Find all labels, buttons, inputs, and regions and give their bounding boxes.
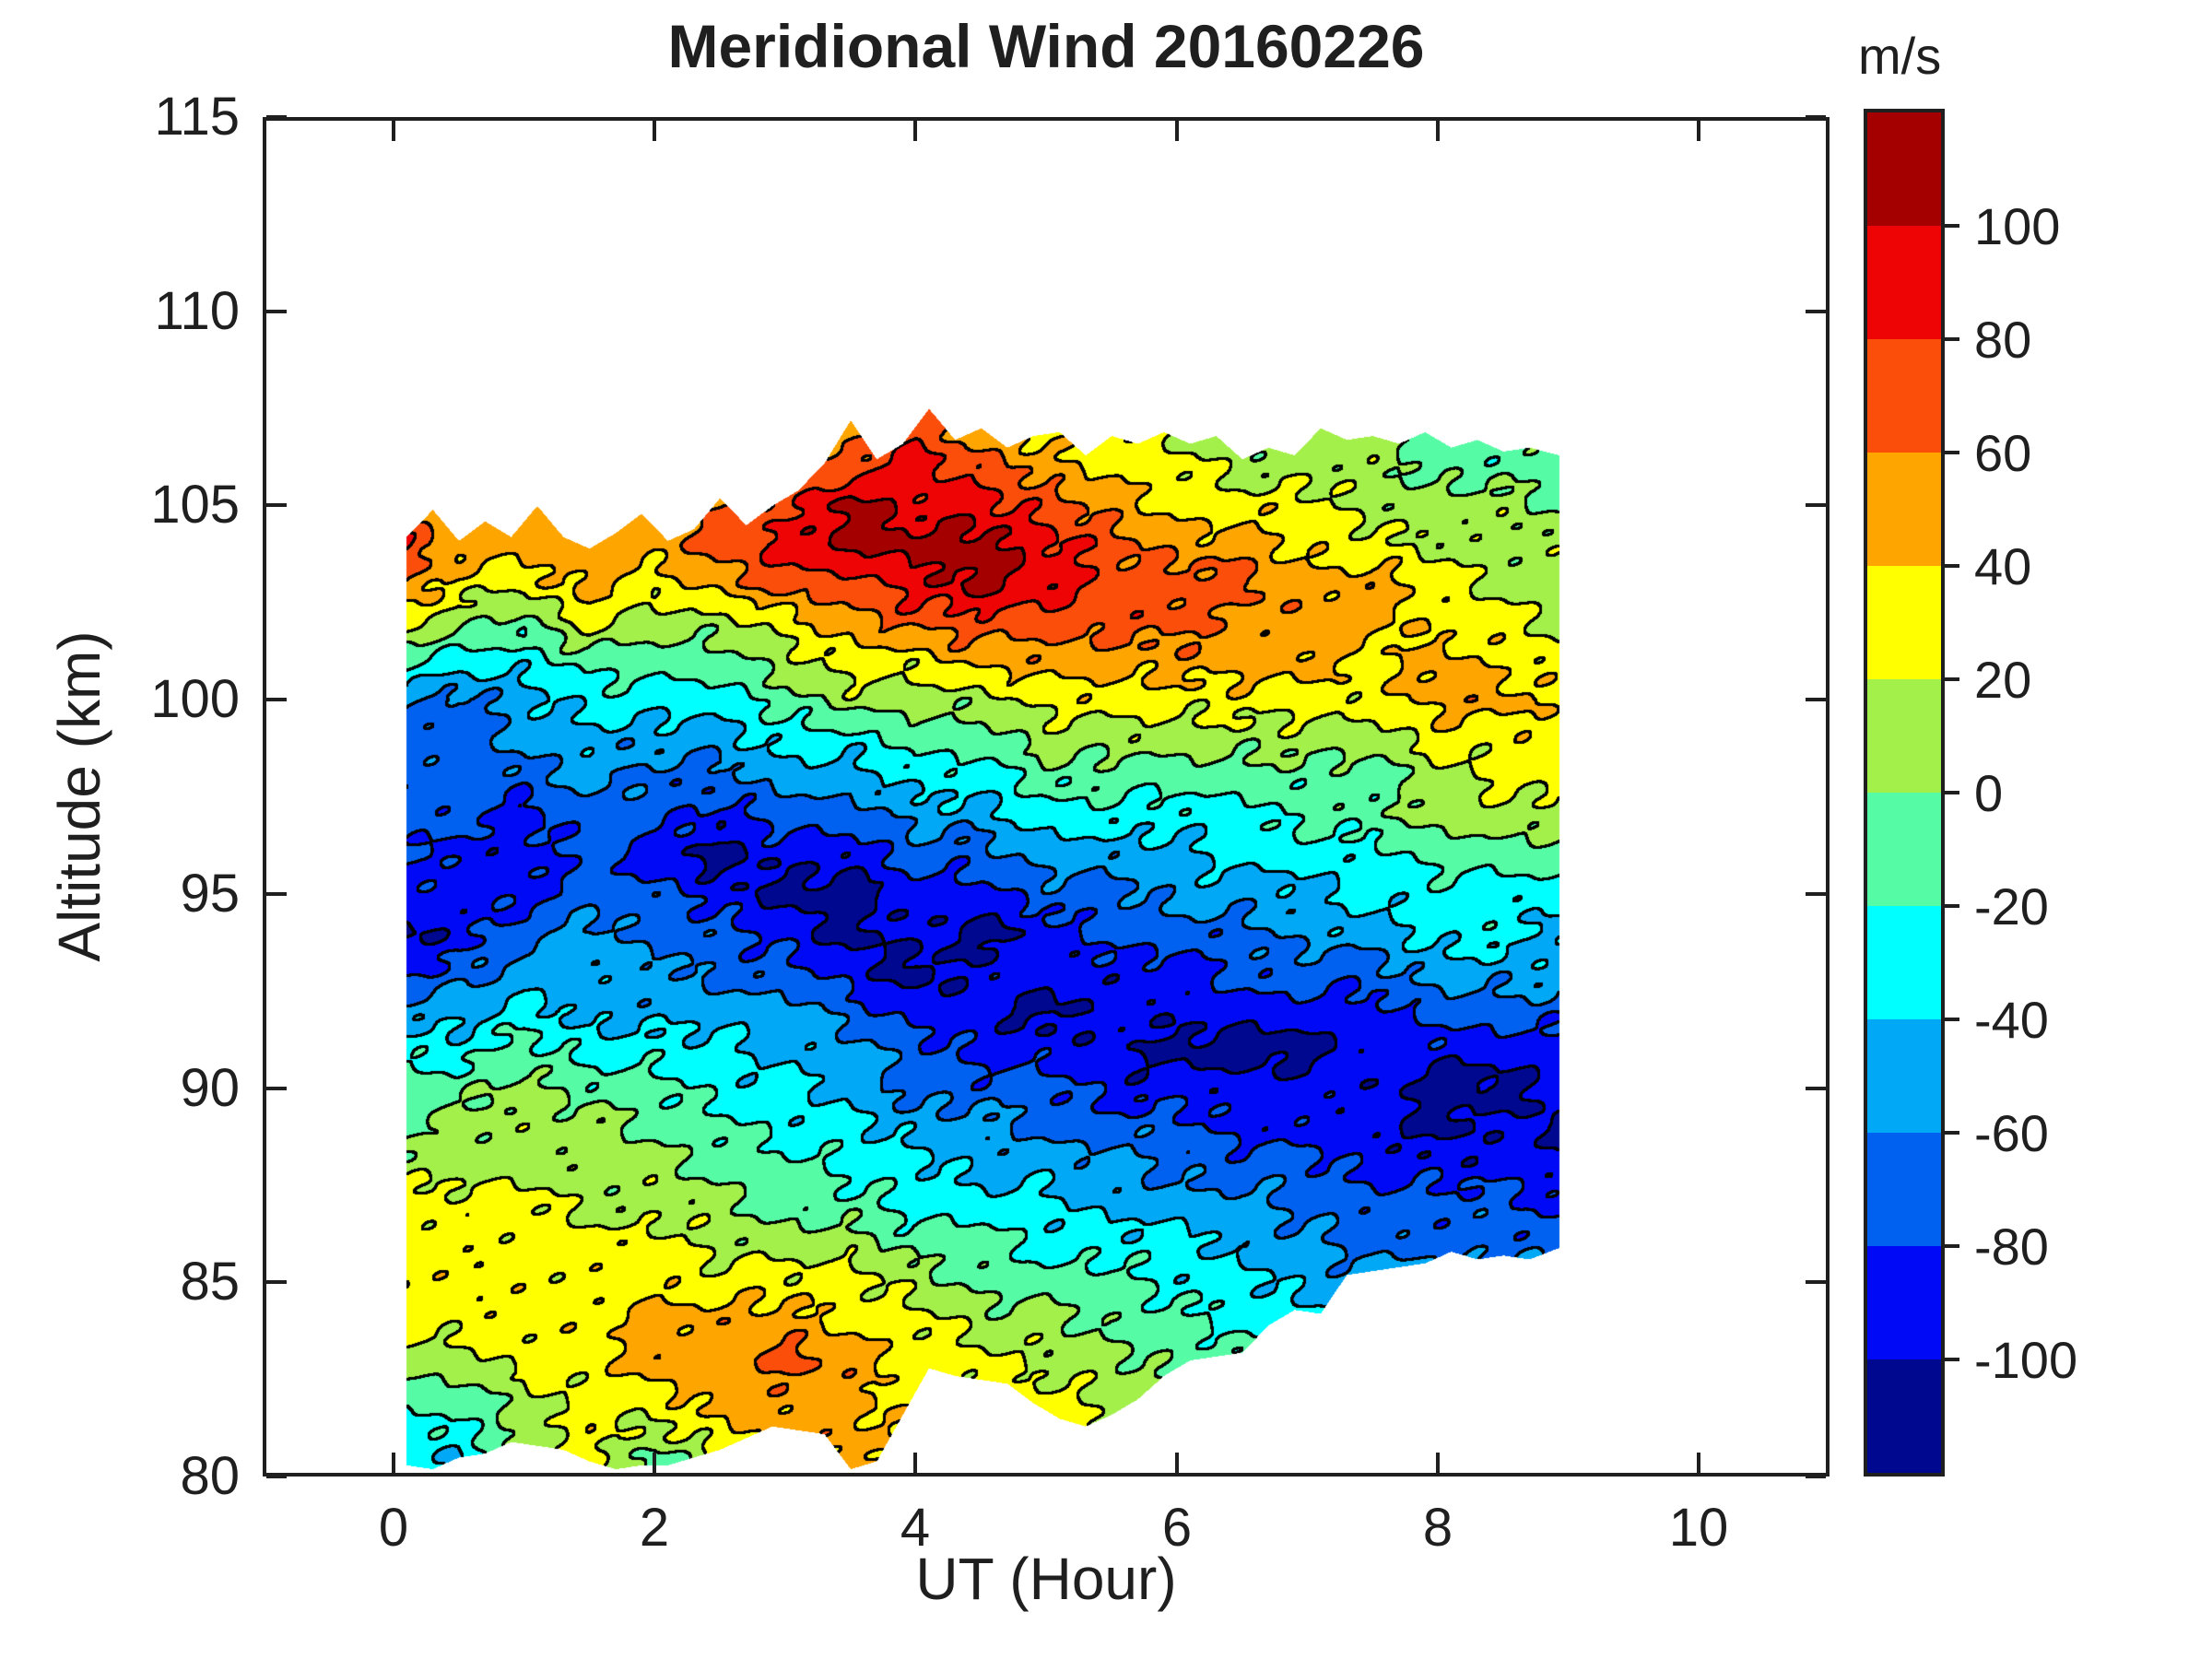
chart-title: Meridional Wind 20160226	[667, 12, 1425, 80]
x-tick-label: 8	[1422, 1498, 1453, 1558]
colorbar-band	[1867, 1246, 1941, 1359]
colorbar-band	[1867, 339, 1941, 453]
y-tick-label: 85	[180, 1252, 240, 1312]
y-tick-mark-right	[1806, 503, 1826, 507]
y-tick-mark	[266, 503, 287, 507]
colorbar-tick-label: 80	[1974, 311, 2032, 369]
colorbar-tick-label: -40	[1974, 991, 2049, 1049]
colorbar-tick-label: -20	[1974, 877, 2049, 935]
colorbar-unit-label: m/s	[1858, 27, 1942, 85]
x-tick-mark	[1436, 1453, 1440, 1473]
x-tick-mark-top	[913, 121, 917, 141]
colorbar-tick-mark	[1945, 904, 1959, 908]
y-tick-mark	[266, 310, 287, 313]
y-tick-mark	[266, 115, 287, 119]
x-tick-label: 10	[1668, 1498, 1729, 1558]
y-tick-label: 95	[180, 864, 240, 924]
x-tick-label: 0	[378, 1498, 409, 1558]
colorbar-band	[1867, 1359, 1941, 1473]
colorbar-band	[1867, 793, 1941, 906]
colorbar-band	[1867, 226, 1941, 339]
y-tick-mark-right	[1806, 1087, 1826, 1090]
colorbar-tick-mark	[1945, 677, 1959, 681]
y-tick-label: 115	[154, 87, 240, 147]
y-tick-mark-right	[1806, 698, 1826, 701]
x-tick-mark-top	[1175, 121, 1179, 141]
x-tick-mark	[1697, 1453, 1700, 1473]
colorbar-tick-mark	[1945, 1244, 1959, 1248]
colorbar-tick-mark	[1945, 451, 1959, 454]
y-tick-mark	[266, 1475, 287, 1478]
colorbar-tick-label: -80	[1974, 1218, 2049, 1276]
colorbar-band	[1867, 1133, 1941, 1246]
y-tick-mark	[266, 1280, 287, 1284]
colorbar-tick-mark	[1945, 791, 1959, 794]
plot-area	[263, 117, 1830, 1477]
y-tick-label: 90	[180, 1058, 240, 1118]
x-tick-mark	[653, 1453, 656, 1473]
colorbar-tick-label: 60	[1974, 424, 2032, 482]
colorbar-tick-mark	[1945, 337, 1959, 341]
x-tick-label: 4	[900, 1498, 931, 1558]
x-tick-mark-top	[1697, 121, 1700, 141]
colorbar-band	[1867, 566, 1941, 679]
y-tick-mark-right	[1806, 1280, 1826, 1284]
y-tick-label: 110	[154, 281, 240, 341]
colorbar-tick-mark	[1945, 1131, 1959, 1135]
colorbar-band	[1867, 453, 1941, 566]
colorbar-tick-label: 20	[1974, 651, 2032, 709]
y-tick-label: 105	[150, 475, 240, 535]
y-tick-mark-right	[1806, 1475, 1826, 1478]
colorbar-tick-label: 40	[1974, 537, 2032, 595]
colorbar-band	[1867, 679, 1941, 793]
colorbar-band	[1867, 906, 1941, 1019]
colorbar-tick-label: 100	[1974, 197, 2061, 255]
y-tick-label: 100	[150, 669, 240, 729]
colorbar-tick-mark	[1945, 564, 1959, 568]
x-tick-mark	[392, 1453, 395, 1473]
x-tick-mark-top	[1436, 121, 1440, 141]
colorbar-tick-label: -100	[1974, 1331, 2078, 1389]
colorbar-band	[1867, 112, 1941, 226]
colorbar-tick-label: -60	[1974, 1104, 2049, 1162]
contour-field-canvas	[266, 121, 1826, 1473]
colorbar-tick-mark	[1945, 1018, 1959, 1021]
y-tick-mark	[266, 892, 287, 896]
x-axis-label: UT (Hour)	[915, 1546, 1177, 1612]
colorbar-tick-label: 0	[1974, 764, 2004, 822]
x-tick-mark-top	[653, 121, 656, 141]
x-tick-mark	[913, 1453, 917, 1473]
colorbar-tick-mark	[1945, 1358, 1959, 1361]
colorbar-tick-mark	[1945, 224, 1959, 228]
y-tick-mark	[266, 698, 287, 701]
y-tick-label: 80	[180, 1446, 240, 1506]
x-tick-mark-top	[392, 121, 395, 141]
colorbar-band	[1867, 1019, 1941, 1133]
colorbar	[1864, 109, 1945, 1477]
y-tick-mark-right	[1806, 115, 1826, 119]
x-tick-mark	[1175, 1453, 1179, 1473]
x-tick-label: 6	[1161, 1498, 1193, 1558]
y-tick-mark	[266, 1087, 287, 1090]
x-tick-label: 2	[639, 1498, 670, 1558]
y-tick-mark-right	[1806, 310, 1826, 313]
y-tick-mark-right	[1806, 892, 1826, 896]
